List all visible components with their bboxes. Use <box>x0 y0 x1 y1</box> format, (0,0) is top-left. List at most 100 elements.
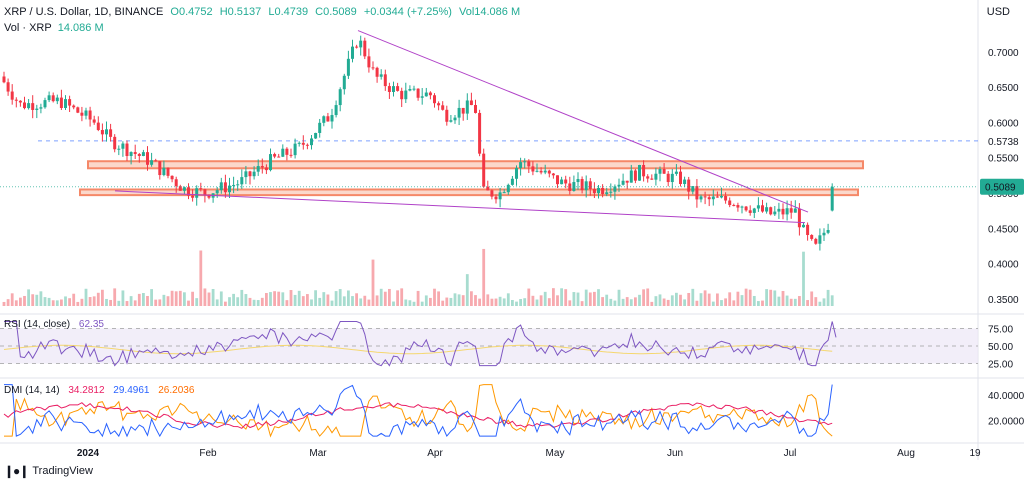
volume-bar <box>765 289 768 306</box>
candle-body <box>601 187 605 195</box>
volume-bar <box>564 289 568 306</box>
dmi-title[interactable]: DMI (14, 14) <box>4 385 60 396</box>
candle-body <box>469 100 473 106</box>
candle-body <box>27 103 31 109</box>
time-tick-label: 2024 <box>77 448 100 459</box>
candle-body <box>55 97 59 102</box>
volume-bar <box>248 297 252 306</box>
candle-body <box>80 112 84 116</box>
volume-bar <box>740 295 744 306</box>
candle-body <box>383 74 387 87</box>
candle-body <box>773 211 777 215</box>
volume-bar <box>666 299 670 306</box>
candle-body <box>564 179 568 184</box>
price-tick-label: 0.5500 <box>988 154 1019 165</box>
dmi-plus-value: 34.2812 <box>68 385 105 396</box>
volume-value: Vol14.086 M <box>458 6 521 18</box>
volume-bar <box>269 292 272 306</box>
volume-bar <box>433 288 436 306</box>
candle-body <box>785 208 789 215</box>
candle-body <box>679 171 682 185</box>
volume-bar <box>404 299 408 306</box>
volume-bar <box>142 293 145 306</box>
volume-bar <box>453 293 457 306</box>
time-tick-label: Jul <box>784 448 797 459</box>
candle-body <box>371 67 375 69</box>
candle-body <box>96 122 100 130</box>
dmi-minus-value: 29.4961 <box>113 385 150 396</box>
candle-body <box>629 170 633 183</box>
candle-body <box>666 173 670 183</box>
time-tick-label: Mar <box>309 448 327 459</box>
volume-label[interactable]: Vol · XRP <box>4 22 52 34</box>
tradingview-brand[interactable]: ❙●❙ TradingView <box>4 464 93 478</box>
volume-bar <box>154 299 158 306</box>
volume-bar <box>121 290 125 306</box>
dmi-legend: DMI (14, 14) 34.2812 29.4961 26.2036 <box>4 385 200 396</box>
candle-body <box>662 169 666 174</box>
candle-body <box>445 109 449 122</box>
volume-bar <box>183 292 186 306</box>
candle-body <box>449 120 453 122</box>
candle-body <box>125 143 129 157</box>
volume-bar <box>527 288 531 306</box>
rsi-title[interactable]: RSI (14, close) <box>4 319 71 330</box>
candle-body <box>420 96 424 98</box>
volume-bar <box>498 296 502 306</box>
candle-body <box>494 196 498 200</box>
volume-bar <box>96 292 100 306</box>
volume-bar <box>785 295 789 306</box>
currency-label[interactable]: USD <box>986 6 1010 18</box>
candle-body <box>133 152 137 155</box>
candle-body <box>720 196 723 198</box>
volume-bar <box>306 294 309 306</box>
candle-body <box>318 122 322 133</box>
volume-bar <box>150 289 153 306</box>
candle-body <box>457 107 461 118</box>
candle-body <box>576 179 580 183</box>
volume-bar <box>60 299 63 306</box>
candle-body <box>761 205 764 212</box>
volume-bar <box>68 298 71 306</box>
candle-body <box>781 208 785 215</box>
candle-body <box>806 224 810 236</box>
candle-body <box>187 187 190 196</box>
volume-bar <box>748 289 752 306</box>
rsi-value: 62.35 <box>78 319 104 330</box>
volume-bar <box>572 292 576 306</box>
volume-bar <box>474 295 477 306</box>
candle-body <box>765 207 769 212</box>
symbol-title[interactable]: XRP / U.S. Dollar, 1D, BINANCE <box>4 6 164 18</box>
volume-bar <box>629 299 633 306</box>
volume-bar <box>601 297 604 306</box>
candle-body <box>588 181 592 189</box>
dmi-tick-label: 40.0000 <box>988 391 1024 402</box>
candle-body <box>359 40 363 48</box>
volume-bar <box>19 297 22 306</box>
candle-body <box>826 230 830 233</box>
candle-body <box>342 75 346 90</box>
volume-legend: Vol · XRP 14.086 M <box>4 22 104 34</box>
volume-bar <box>449 297 453 306</box>
descending-trendline <box>357 30 809 213</box>
candle-body <box>551 173 555 176</box>
candle-body <box>346 58 350 76</box>
volume-bar <box>506 293 510 306</box>
volume-bar <box>724 298 727 306</box>
volume-bar <box>347 290 350 306</box>
candle-body <box>166 167 170 176</box>
volume-bar <box>137 293 141 306</box>
candle-body <box>802 224 805 228</box>
rsi-tick-label: 25.00 <box>988 360 1013 371</box>
volume-bar <box>707 293 711 306</box>
candle-body <box>683 179 687 185</box>
candle-body <box>195 188 199 198</box>
dmi-tick-label: 20.0000 <box>988 417 1024 428</box>
volume-bar <box>330 300 334 306</box>
candle-body <box>789 208 793 213</box>
candle-body <box>338 89 342 106</box>
volume-bar <box>424 295 428 306</box>
volume-bar <box>830 295 834 306</box>
volume-bar <box>133 300 137 306</box>
